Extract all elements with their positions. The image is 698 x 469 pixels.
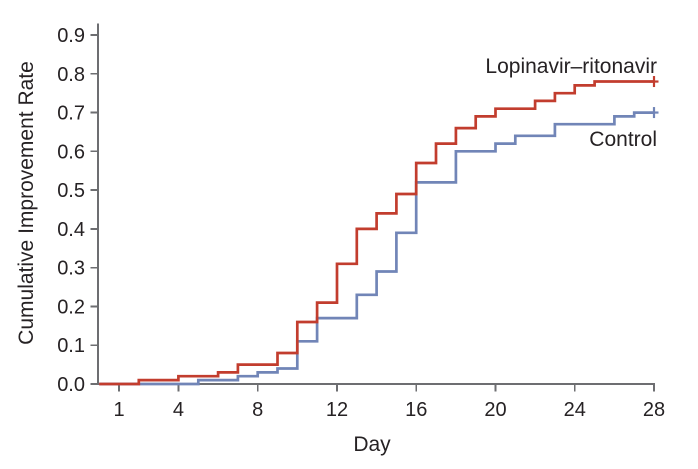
x-axis-title: Day bbox=[353, 433, 391, 456]
x-tick-label: 12 bbox=[326, 399, 348, 421]
y-tick-label: 0.8 bbox=[57, 64, 85, 86]
x-tick-label: 16 bbox=[405, 399, 427, 421]
y-tick-label: 0.6 bbox=[57, 141, 85, 163]
x-tick-label: 4 bbox=[173, 399, 184, 421]
series-line-control bbox=[99, 111, 654, 386]
y-tick-label: 0.0 bbox=[57, 374, 85, 396]
series-label-lopinavir-ritonavir: Lopinavir–ritonavir bbox=[485, 55, 657, 78]
y-axis-title: Cumulative Improvement Rate bbox=[15, 61, 38, 345]
x-tick-label: 1 bbox=[113, 399, 124, 421]
x-tick-label: 20 bbox=[484, 399, 506, 421]
y-tick-label: 0.4 bbox=[57, 219, 85, 241]
x-tick-label: 28 bbox=[643, 399, 665, 421]
x-tick-label: 8 bbox=[252, 399, 263, 421]
y-tick-label: 0.1 bbox=[57, 335, 85, 357]
series-label-control: Control bbox=[589, 128, 657, 151]
y-tick-label: 0.2 bbox=[57, 296, 85, 318]
y-tick-label: 0.7 bbox=[57, 103, 85, 125]
plot-area: 1 4 8 12 16 20 24 28 0.0 0.1 0.2 0.3 0.4 0.5 0.6 0.7 0.8… bbox=[57, 23, 665, 421]
x-tick-label: 24 bbox=[564, 399, 586, 421]
y-tick-label: 0.5 bbox=[57, 180, 85, 202]
series-line-lopinavir-ritonavir bbox=[99, 80, 654, 386]
y-tick-label: 0.3 bbox=[57, 258, 85, 280]
y-tick-label: 0.9 bbox=[57, 25, 85, 47]
